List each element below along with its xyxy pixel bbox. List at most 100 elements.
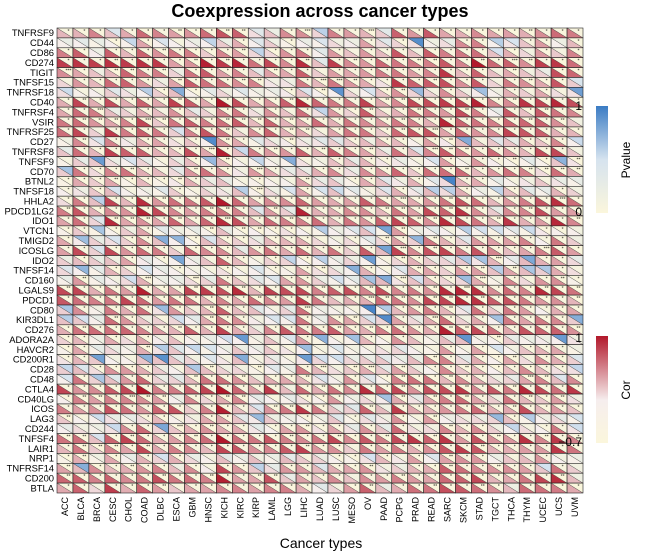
heatmap-cell: * — [136, 57, 153, 68]
heatmap-cell: * — [72, 27, 90, 39]
cell-diagonal — [168, 67, 185, 78]
cell-diagonal — [72, 116, 89, 128]
significance-stars: * — [243, 256, 245, 261]
significance-stars: ** — [529, 117, 533, 122]
cell-diagonal — [184, 67, 201, 78]
cell-diagonal — [566, 57, 584, 68]
significance-stars: * — [562, 266, 564, 271]
heatmap-cell: * — [471, 156, 488, 167]
heatmap-cell: * — [566, 275, 584, 286]
significance-stars: * — [307, 236, 309, 241]
heatmap-cell: *** — [295, 27, 313, 39]
heatmap-cell: * — [550, 27, 568, 39]
significance-stars: * — [450, 246, 452, 251]
significance-stars: ** — [242, 286, 246, 291]
heatmap-cell: * — [263, 245, 281, 256]
heatmap-cell — [152, 166, 169, 177]
heatmap-cell: * — [327, 156, 345, 167]
significance-stars: * — [434, 207, 436, 212]
significance-stars: * — [195, 48, 197, 53]
significance-stars: ** — [290, 137, 294, 142]
heatmap-cell: * — [232, 67, 249, 78]
significance-stars: * — [323, 197, 325, 202]
heatmap-cell — [263, 176, 281, 187]
heatmap-cell: * — [104, 77, 122, 88]
heatmap-cell: * — [550, 67, 568, 78]
heatmap-cell: ** — [168, 176, 185, 187]
significance-stars: ** — [322, 266, 326, 271]
significance-stars: * — [291, 28, 293, 33]
heatmap-cell — [168, 37, 185, 49]
heatmap-cell: *** — [216, 215, 233, 227]
heatmap-cell: * — [279, 67, 297, 78]
heatmap-cell: *** — [327, 77, 345, 88]
cell-diagonal — [184, 97, 201, 108]
significance-stars: * — [227, 68, 229, 73]
heatmap-cell — [200, 37, 217, 49]
significance-stars: ** — [577, 167, 581, 172]
significance-stars: * — [450, 78, 452, 83]
heatmap-cell — [487, 275, 504, 286]
heatmap-cell: ** — [168, 215, 185, 227]
cell-diagonal — [168, 116, 185, 128]
heatmap-cell: * — [104, 47, 122, 58]
heatmap-cell: * — [503, 126, 520, 138]
significance-stars: ** — [353, 58, 357, 63]
cell-diagonal — [359, 37, 376, 48]
heatmap-cell: * — [423, 195, 440, 207]
heatmap-cell: * — [279, 27, 297, 39]
significance-stars: * — [370, 98, 372, 103]
significance-stars: *** — [432, 147, 438, 152]
cell-diagonal — [104, 27, 121, 39]
heatmap-cell — [503, 136, 520, 148]
heatmap-cell — [168, 225, 185, 237]
significance-stars: * — [370, 266, 372, 271]
significance-stars: * — [275, 216, 277, 221]
heatmap-cell: * — [471, 37, 488, 49]
significance-stars: * — [546, 236, 548, 241]
heatmap-cell: * — [184, 146, 201, 157]
cell-diagonal — [487, 106, 504, 118]
heatmap-cell: * — [56, 126, 74, 138]
heatmap-cell: ** — [152, 67, 169, 78]
cell-diagonal — [72, 87, 89, 98]
significance-stars: * — [259, 246, 261, 251]
heatmap-cell: * — [104, 265, 122, 276]
cell-diagonal — [535, 77, 552, 88]
cell-diagonal — [503, 47, 520, 58]
heatmap-cell: * — [168, 116, 185, 128]
cell-diagonal — [136, 37, 153, 48]
heatmap-cell: * — [534, 116, 552, 128]
significance-stars: * — [307, 276, 309, 281]
significance-stars: * — [227, 48, 229, 53]
heatmap-cell: * — [152, 255, 169, 266]
significance-stars: *** — [400, 246, 406, 251]
significance-stars: * — [402, 108, 404, 113]
significance-stars: * — [195, 177, 197, 182]
heatmap-cell: * — [184, 67, 201, 78]
heatmap-cell: ** — [232, 284, 249, 296]
significance-stars: * — [163, 286, 165, 291]
significance-stars: * — [147, 167, 149, 172]
cell-diagonal — [200, 67, 217, 78]
heatmap-cell: ** — [455, 106, 472, 118]
heatmap-cell — [550, 156, 568, 167]
cell-diagonal — [88, 47, 105, 58]
significance-stars: *** — [368, 28, 374, 33]
heatmap-cell — [152, 37, 169, 49]
significance-stars: ** — [242, 48, 246, 53]
significance-stars: * — [514, 78, 516, 83]
heatmap-cell: * — [534, 37, 552, 49]
significance-stars: * — [195, 88, 197, 93]
significance-stars: * — [546, 117, 548, 122]
significance-stars: ** — [322, 286, 326, 291]
significance-stars: * — [530, 197, 532, 202]
heatmap-cell: * — [72, 106, 90, 118]
heatmap-cell — [56, 166, 74, 177]
heatmap-cell: * — [439, 156, 456, 167]
heatmap-cell: * — [359, 195, 377, 207]
heatmap-cell: ** — [439, 136, 456, 148]
cell-diagonal — [152, 27, 169, 39]
heatmap-cell: * — [216, 284, 233, 296]
significance-stars: * — [307, 98, 309, 103]
